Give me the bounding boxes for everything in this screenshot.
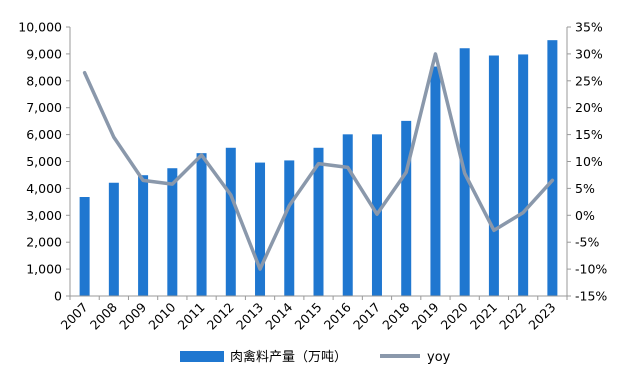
right-tick-label: 10% [575,154,603,169]
bar-2012 [225,147,236,296]
right-tick-label: -15% [575,289,607,304]
x-tick-label-2008: 2008 [87,299,120,332]
legend-bar-swatch [180,351,224,362]
bar-2013 [255,162,266,296]
left-tick-label: 0 [54,289,62,304]
bar-2021 [488,55,499,297]
right-tick-label: 0% [575,208,595,223]
right-tick-label: 30% [575,46,603,61]
x-tick-label-2010: 2010 [145,299,178,332]
right-tick-label: -10% [575,262,607,277]
left-tick-label: 3,000 [26,208,62,223]
x-tick-label-2021: 2021 [467,300,500,333]
x-tick-label-2016: 2016 [321,299,354,332]
bar-2010 [167,168,178,296]
left-tick-label: 4,000 [26,181,62,196]
bar-2011 [196,153,207,296]
x-tick-label-2014: 2014 [262,299,295,332]
x-tick-label-2018: 2018 [379,299,412,332]
x-tick-label-2012: 2012 [204,300,237,333]
right-y-axis: -15% -10% -5% 0% 5% 10% 15% 20% 25% 30% 35% [566,20,607,304]
plot-area [79,40,558,297]
bar-2014 [284,160,295,296]
x-tick-label-2013: 2013 [233,300,266,333]
x-tick-label-2017: 2017 [350,300,383,333]
bar-2007 [79,197,90,296]
left-tick-label: 9,000 [26,46,62,61]
bar-2019 [430,66,441,296]
left-tick-label: 1,000 [26,262,62,277]
x-axis: 2007200820092010201120122013201420152016… [58,295,568,333]
x-tick-label-2011: 2011 [175,300,208,333]
right-tick-label: 5% [575,181,595,196]
x-tick-label-2015: 2015 [292,300,325,333]
x-tick-label-2023: 2023 [525,300,558,333]
bar-2009 [138,175,149,296]
right-tick-label: 35% [575,20,603,35]
right-tick-label: 25% [575,73,603,88]
bar-2023 [547,40,558,297]
bar-2022 [518,54,529,296]
x-tick-label-2009: 2009 [116,299,149,332]
legend-bar-label: 肉禽料产量（万吨） [230,349,347,365]
right-tick-label: -5% [575,235,599,250]
left-tick-label: 5,000 [26,154,62,169]
right-tick-label: 20% [575,100,603,115]
bar-2018 [401,120,412,296]
left-tick-label: 7,000 [26,100,62,115]
left-tick-label: 2,000 [26,235,62,250]
legend-line-label: yoy [427,350,451,365]
left-tick-label: 6,000 [26,127,62,142]
bar-2008 [108,182,119,296]
bar-2016 [342,134,353,296]
x-tick-label-2020: 2020 [438,299,471,332]
x-tick-label-2022: 2022 [496,300,529,333]
bar-2015 [313,147,324,296]
left-tick-label: 10,000 [18,20,62,35]
right-tick-label: 15% [575,127,603,142]
left-tick-label: 8,000 [26,73,62,88]
x-tick-label-2007: 2007 [58,300,91,333]
left-y-axis: 0 1,000 2,000 3,000 4,000 5,000 6,000 7,000 8,00… [18,20,71,304]
x-tick-label-2019: 2019 [408,299,441,332]
legend: 肉禽料产量（万吨） yoy [180,349,451,365]
